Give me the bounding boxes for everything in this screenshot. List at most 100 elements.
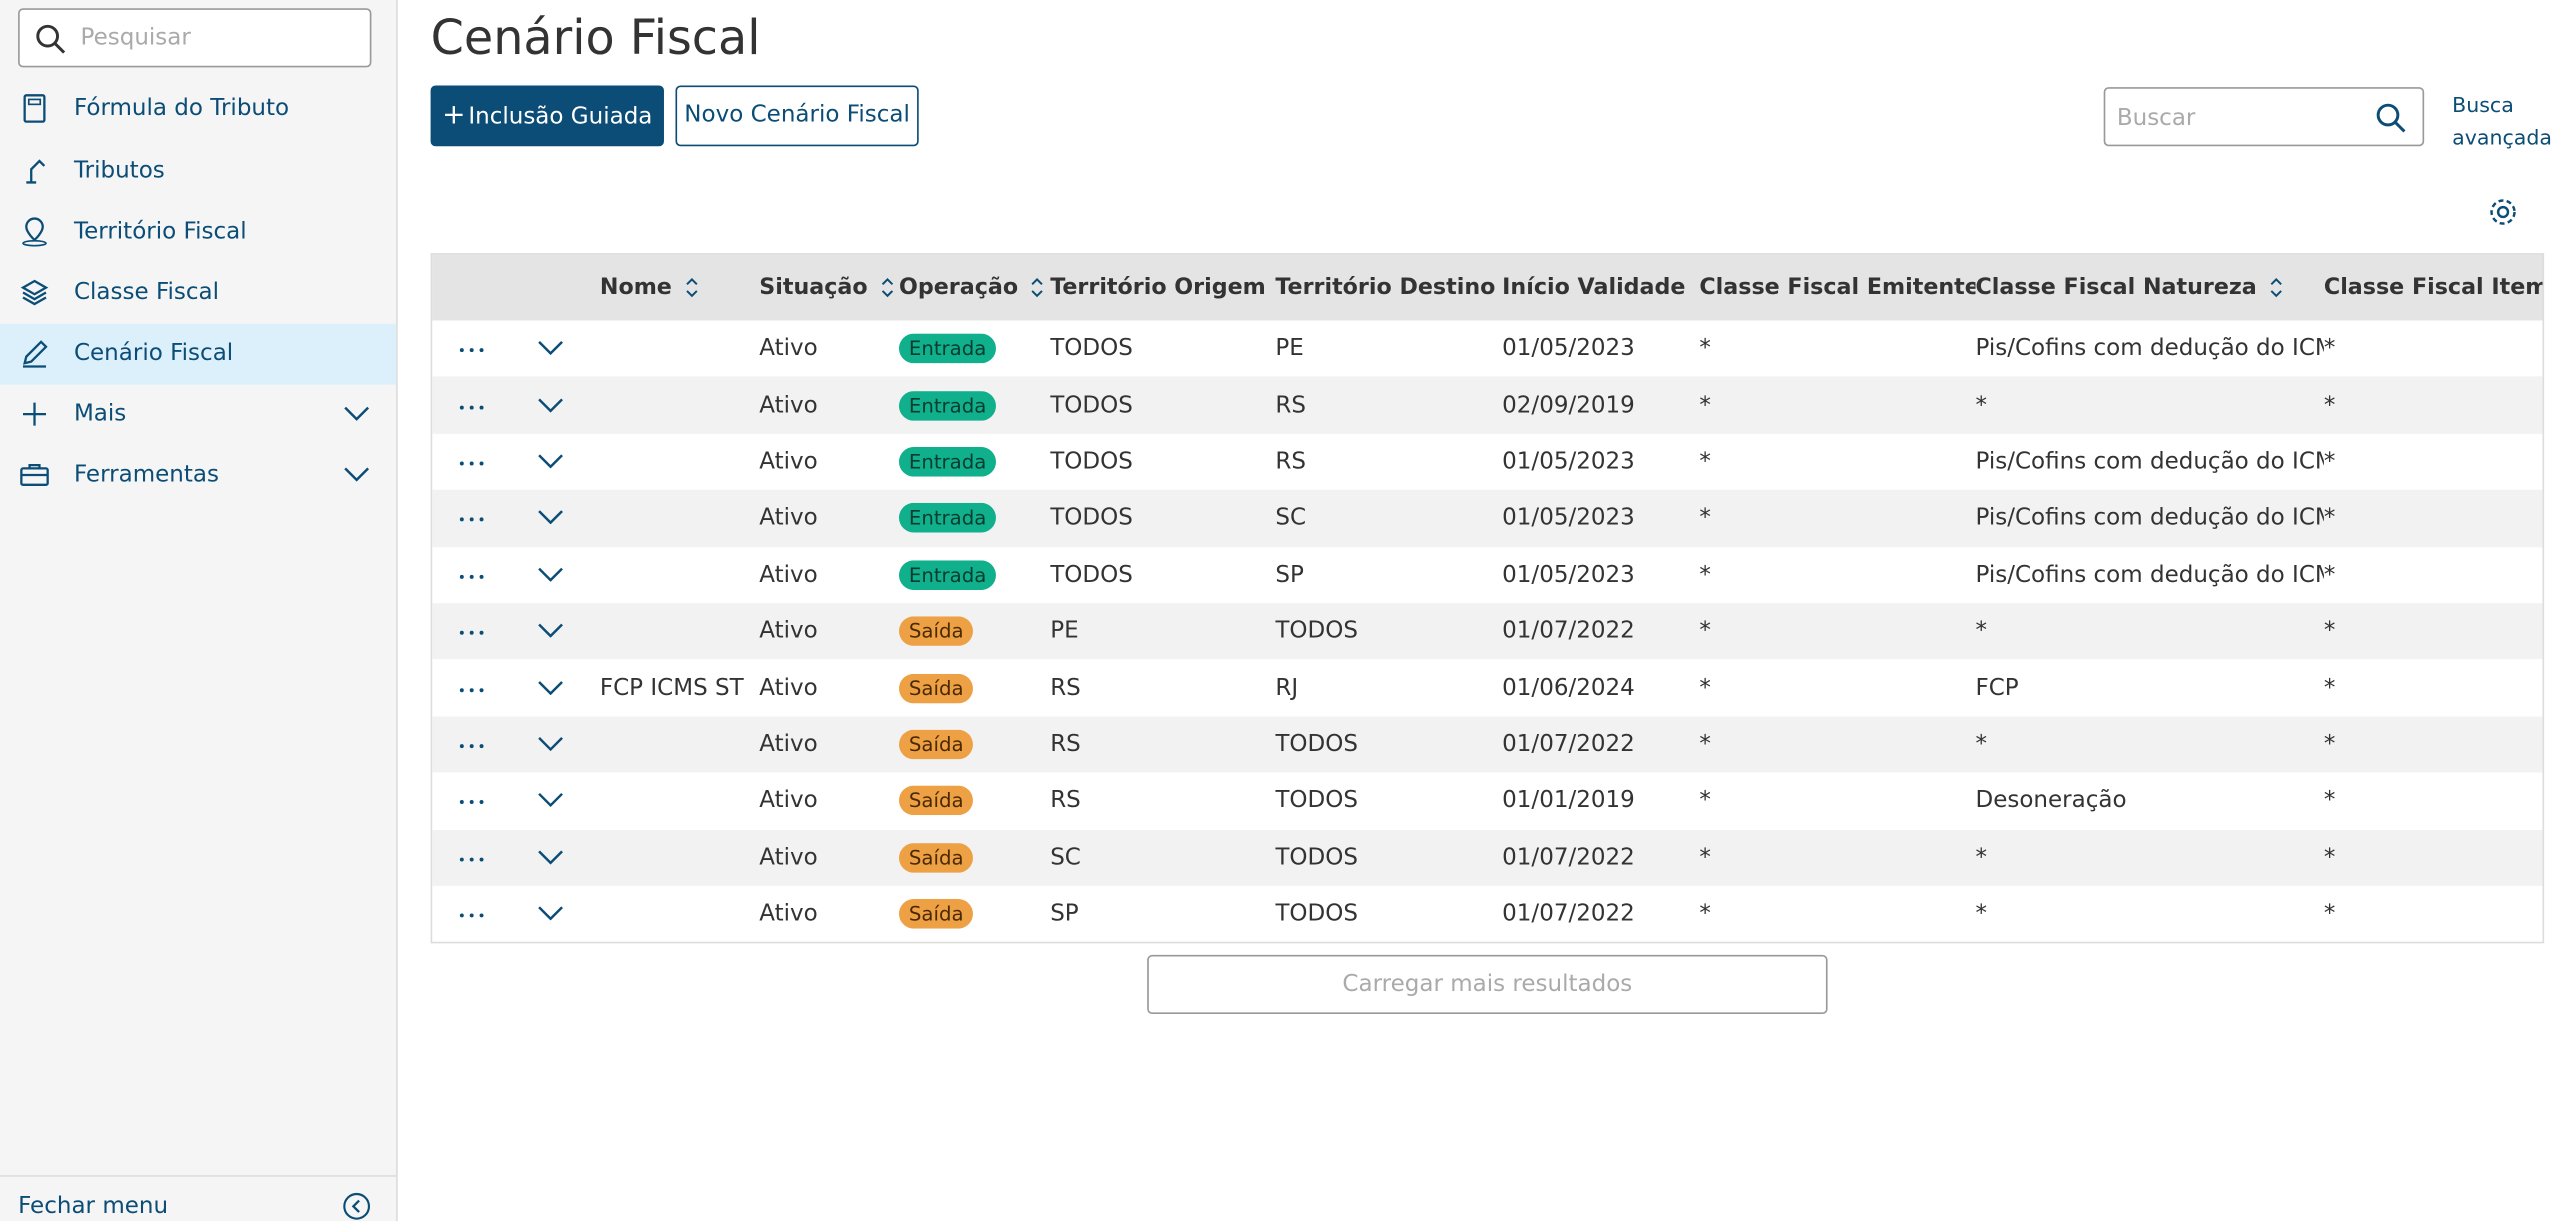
menu-search[interactable]: Pesquisar [18, 8, 372, 68]
cell: * [1975, 900, 1987, 928]
cell: * [2323, 900, 2336, 928]
cell: Desoneração [1975, 787, 2127, 815]
row-actions[interactable] [432, 562, 511, 588]
icon [23, 402, 47, 426]
expand-toggle[interactable] [511, 618, 600, 644]
cell: TODOS [1275, 787, 1358, 815]
expand-toggle[interactable] [511, 675, 600, 701]
cell: Ativo [759, 448, 818, 475]
label: Fechar menu [18, 1193, 169, 1220]
new-button[interactable]: Novo Cenário Fiscal [675, 85, 919, 147]
label: Inclusão Guiada [468, 103, 653, 130]
expand-toggle[interactable] [511, 392, 600, 418]
row-actions[interactable] [432, 505, 511, 531]
cell: * [1699, 731, 1711, 758]
menu-item[interactable]: Cenário Fiscal [0, 323, 397, 385]
more-icon [459, 857, 484, 862]
cell: * [2323, 561, 2336, 588]
column-header[interactable]: Nome [600, 274, 759, 301]
page-title: Cenário Fiscal [430, 9, 761, 66]
cell: Saída [898, 899, 1050, 929]
sort-icon[interactable] [1031, 278, 1044, 298]
row-actions[interactable] [432, 618, 511, 644]
cell: RJ [1275, 674, 1299, 702]
settings-icon[interactable] [2487, 196, 2520, 229]
cell: SC [1050, 844, 1081, 871]
label: Tributos [73, 157, 165, 185]
cell: Pis/Cofins com dedução do ICMS [1975, 335, 2324, 362]
menu-item[interactable]: Ferramentas [0, 445, 396, 506]
column-header[interactable]: Situação [759, 274, 899, 301]
header-label: Classe Fiscal Emitente [1699, 274, 1976, 301]
cell: FCP [1975, 674, 2019, 702]
cell: Ativo [759, 900, 818, 928]
row-actions[interactable] [432, 336, 511, 362]
guided-button[interactable]: + Inclusão Guiada [430, 85, 664, 147]
cell: * [2323, 448, 2336, 475]
search-input[interactable]: Buscar [2103, 87, 2425, 147]
cell: Ativo [759, 392, 818, 419]
column-header[interactable]: Classe Fiscal Item [2324, 274, 2543, 300]
sort-icon[interactable] [1698, 278, 1700, 298]
cell: 01/05/2023 [1502, 561, 1635, 588]
operation-tag: Entrada [898, 503, 997, 534]
column-header[interactable]: Território Destino [1275, 274, 1502, 300]
cell: * [2323, 392, 2336, 419]
row-actions[interactable] [432, 844, 511, 870]
operation-tag: Saída [898, 673, 974, 703]
icon [26, 159, 46, 184]
label: Fórmula do Tributo [73, 95, 290, 122]
header-label: Início Validade [1502, 274, 1686, 301]
plus-icon: + [442, 98, 469, 132]
column-header[interactable]: Classe Fiscal Natureza [1975, 274, 2323, 301]
row-actions[interactable] [432, 392, 511, 418]
cell: TODOS [1275, 844, 1358, 871]
expand-toggle[interactable] [511, 505, 600, 531]
cell: RS [1275, 448, 1306, 475]
menu-item[interactable]: Território Fiscal [0, 202, 396, 263]
label: Cenário Fiscal [73, 340, 234, 367]
menu-item[interactable]: Classe Fiscal [0, 263, 396, 324]
column-header[interactable]: Início Validade [1502, 274, 1700, 301]
cell: * [1699, 674, 1711, 702]
more-icon [459, 517, 484, 522]
sort-icon[interactable] [881, 278, 894, 298]
column-header[interactable]: Território Origem [1050, 274, 1275, 300]
cell: SC [1275, 505, 1307, 532]
cell: Ativo [759, 505, 818, 532]
cell: RS [1050, 731, 1081, 758]
row-actions[interactable] [432, 731, 511, 757]
more-icon [459, 348, 484, 353]
load-more-button[interactable]: Carregar mais resultados [1147, 954, 1828, 1015]
cell: Pis/Cofins com dedução do ICMS [1975, 448, 2324, 475]
expand-toggle[interactable] [511, 449, 600, 475]
cell: TODOS [1050, 505, 1133, 532]
cell: Pis/Cofins com dedução do ICMS [1975, 561, 2324, 588]
more-icon [459, 687, 484, 692]
expand-toggle[interactable] [511, 336, 600, 362]
cell: * [1975, 618, 1987, 645]
menu-item[interactable]: Tributos [0, 141, 396, 202]
collapse-menu[interactable]: Fechar menu [0, 1175, 397, 1223]
expand-toggle[interactable] [511, 844, 600, 870]
operation-tag: Entrada [898, 390, 997, 421]
column-header[interactable]: Classe Fiscal Emitente [1699, 274, 1975, 300]
expand-toggle[interactable] [511, 562, 600, 588]
row-actions[interactable] [432, 901, 511, 927]
menu-item[interactable]: Fórmula do Tributo [0, 79, 396, 140]
cell: RS [1050, 787, 1081, 815]
expand-toggle[interactable] [511, 788, 600, 814]
expand-toggle[interactable] [511, 731, 600, 757]
sort-icon[interactable] [685, 278, 698, 298]
row-actions[interactable] [432, 788, 511, 814]
operation-tag: Saída [898, 899, 974, 929]
column-header[interactable]: Operação [899, 274, 1050, 301]
advanced-search[interactable]: Busca avançada [2452, 92, 2552, 150]
menu-item[interactable]: Mais [0, 385, 396, 446]
row-actions[interactable] [432, 675, 511, 701]
table-row: Ativo Saída SP TODOS 01/07/2022 * * * [432, 886, 2542, 943]
expand-toggle[interactable] [511, 901, 600, 927]
row-actions[interactable] [432, 449, 511, 475]
chevron [538, 736, 563, 752]
sort-icon[interactable] [2270, 278, 2283, 298]
